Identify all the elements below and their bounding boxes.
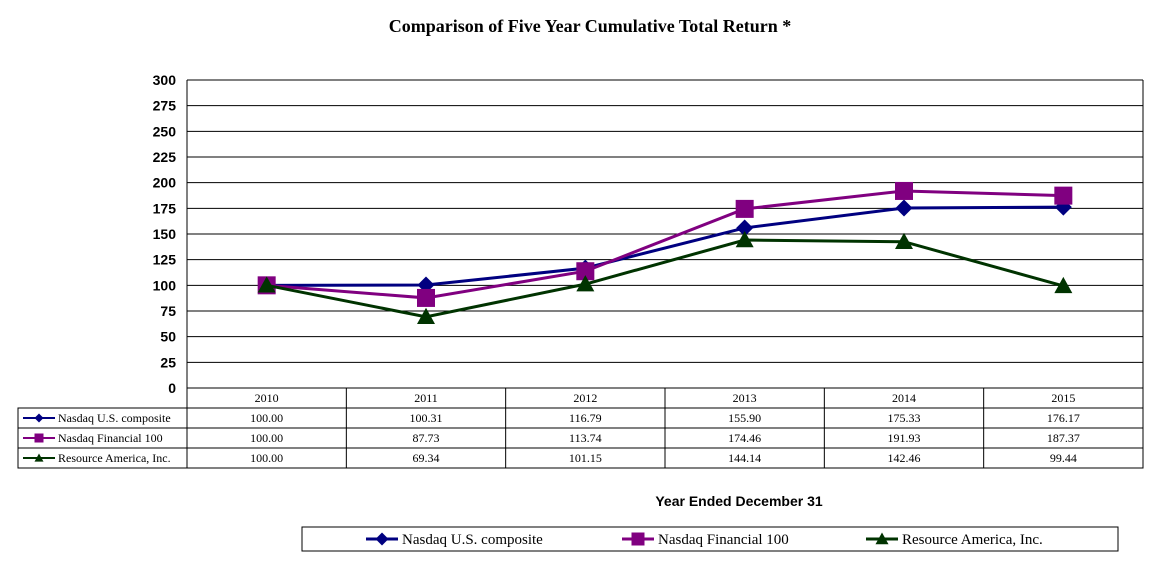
data-point: [417, 307, 435, 325]
legend-label: Nasdaq U.S. composite: [402, 532, 543, 548]
x-tick-label: 2013: [733, 391, 757, 405]
table-row: Nasdaq Financial 100 100.00 87.73 113.74 174…: [23, 431, 1080, 445]
table-cell: 99.44: [1050, 451, 1077, 465]
legend-item: Nasdaq Financial 100: [622, 532, 789, 548]
data-point: [895, 199, 913, 217]
series-line: [266, 238, 1064, 319]
table-row-series-name: Nasdaq U.S. composite: [58, 411, 171, 425]
data-point: [735, 231, 754, 248]
x-tick-label: 2011: [414, 391, 438, 405]
series-line: [266, 189, 1064, 300]
table-cell: 100.00: [250, 451, 283, 465]
data-point: [1054, 276, 1073, 294]
table-cell: 191.93: [888, 431, 921, 445]
table-cell: 174.46: [728, 431, 761, 445]
table-row: Resource America, Inc. 100.00 69.34 101.15 1…: [23, 451, 1077, 465]
y-tick-label: 25: [160, 354, 176, 370]
series-2: [257, 231, 1073, 325]
table-row-key-diamond-icon: [34, 413, 44, 423]
y-tick-label: 0: [168, 380, 176, 396]
table-cell: 155.90: [728, 411, 761, 425]
y-tick-label: 200: [153, 175, 177, 191]
series-1: [257, 181, 1073, 307]
grid-lines: [186, 79, 1144, 389]
table-cell: 87.73: [413, 431, 440, 445]
table-row-key-triangle-icon: [34, 453, 44, 462]
series-0: [258, 198, 1072, 294]
data-point: [735, 199, 754, 218]
table-cell: 113.74: [569, 431, 602, 445]
legend-triangle-icon: [875, 532, 889, 545]
legend-item: Nasdaq U.S. composite: [366, 532, 543, 548]
table-cell: 100.00: [250, 431, 283, 445]
legend-diamond-icon: [375, 532, 389, 546]
data-point: [576, 275, 595, 292]
table-row: Nasdaq U.S. composite 100.00 100.31 116.79 1…: [23, 411, 1080, 425]
table-row-key-square-icon: [34, 433, 44, 443]
x-tick-label: 2015: [1051, 391, 1075, 405]
chart-title: Comparison of Five Year Cumulative Total…: [389, 16, 792, 36]
table-cell: 116.79: [569, 411, 602, 425]
legend-box: [301, 526, 1119, 552]
table-cell: 100.00: [250, 411, 283, 425]
legend: Nasdaq U.S. composite Nasdaq Financial 10…: [301, 526, 1119, 552]
y-tick-label: 125: [153, 252, 177, 268]
data-point: [736, 219, 754, 237]
y-tick-label: 75: [160, 303, 176, 319]
table-cell: 175.33: [888, 411, 921, 425]
y-tick-label: 175: [153, 200, 177, 216]
table-row-series-name: Resource America, Inc.: [58, 451, 171, 465]
y-tick-label: 100: [153, 277, 177, 293]
y-tick-label: 50: [160, 329, 176, 345]
table-cell: 142.46: [888, 451, 921, 465]
legend-item: Resource America, Inc.: [866, 532, 1043, 548]
y-tick-label: 150: [153, 226, 177, 242]
y-tick-label: 250: [153, 123, 177, 139]
table-cell: 144.14: [728, 451, 761, 465]
y-tick-label: 225: [153, 149, 177, 165]
x-axis-label: Year Ended December 31: [655, 493, 823, 509]
table-cell: 187.37: [1047, 431, 1080, 445]
data-point: [257, 276, 276, 293]
x-tick-label: 2012: [573, 391, 597, 405]
table-cell: 101.15: [569, 451, 602, 465]
series-line: [266, 205, 1064, 287]
legend-square-icon: [631, 532, 645, 546]
x-tick-label: 2014: [892, 391, 916, 405]
data-point: [895, 232, 913, 249]
data-point: [895, 181, 913, 200]
y-tick-label: 275: [153, 98, 177, 114]
table-cell: 176.17: [1047, 411, 1080, 425]
data-table: 2010 2011 2012 2013 2014 2015 Nasdaq U.S. comp…: [17, 387, 1144, 469]
table-row-series-name: Nasdaq Financial 100: [58, 431, 163, 445]
data-point: [1054, 186, 1073, 205]
y-tick-label: 300: [153, 72, 177, 88]
legend-label: Nasdaq Financial 100: [658, 532, 789, 548]
data-point: [576, 262, 595, 281]
legend-label: Resource America, Inc.: [902, 532, 1043, 548]
y-axis-ticks: 0 25 50 75 100 125 150 175 200 225 250 275 300: [153, 72, 177, 396]
x-tick-label: 2010: [255, 391, 279, 405]
table-cell: 100.31: [410, 411, 443, 425]
data-point: [417, 288, 435, 307]
series-lines: [257, 181, 1073, 325]
table-cell: 69.34: [413, 451, 440, 465]
